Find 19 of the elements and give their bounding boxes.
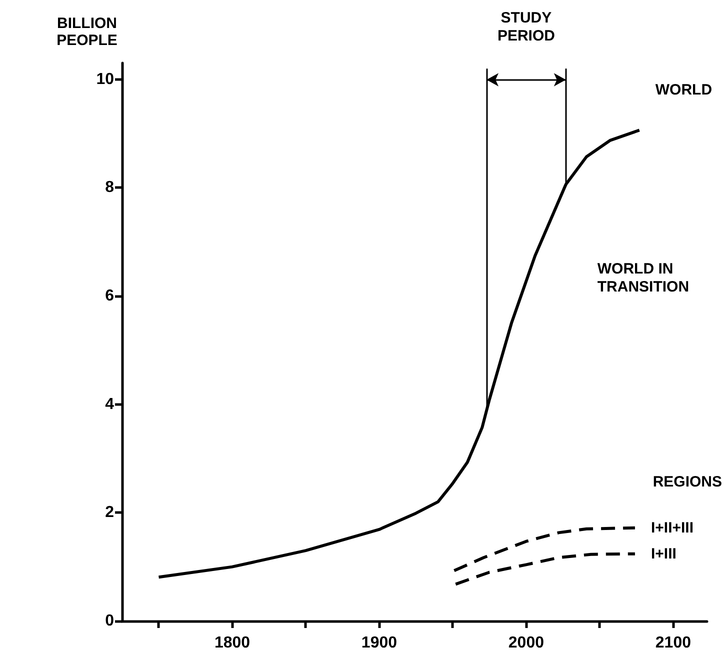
y-tick-label: 6 [105, 287, 114, 304]
series-label: I+II+III [650, 519, 694, 536]
x-tick-label: 2000 [508, 634, 544, 652]
text: WORLD [655, 82, 712, 99]
line-series [454, 552, 636, 586]
y-tick-label: 2 [105, 504, 114, 522]
text: STUDY PERIOD [497, 10, 556, 44]
y-axis-title: BILLION PEOPLE [56, 15, 118, 49]
x-tick-label: 1800 [214, 634, 250, 652]
y-tick-label: 8 [105, 179, 114, 196]
y-tick-label: 4 [105, 396, 114, 413]
annotation: REGIONS [652, 473, 722, 490]
y-tick-label: 0 [105, 612, 114, 630]
series-label: I+III [650, 545, 676, 562]
line-series [452, 526, 636, 572]
x-tick-label: 2100 [655, 634, 692, 652]
y-tick-label: 10 [96, 70, 114, 88]
x-tick-label: 1900 [361, 634, 398, 652]
annotation: WORLD IN TRANSITION [597, 260, 690, 296]
